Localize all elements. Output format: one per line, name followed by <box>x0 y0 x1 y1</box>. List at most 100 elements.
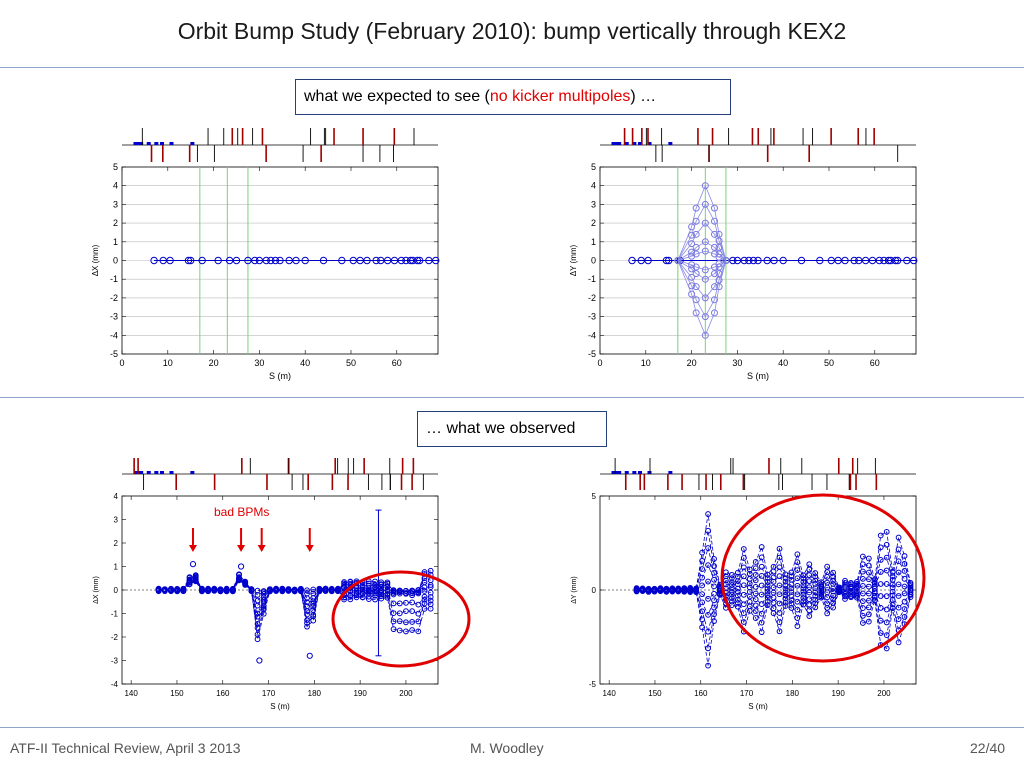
bpm-marker <box>304 617 310 624</box>
bpm-marker <box>788 593 795 599</box>
bpm-marker <box>310 586 317 593</box>
bpm-marker <box>812 600 819 607</box>
bpm-marker <box>877 605 884 611</box>
bpm-marker <box>693 585 700 592</box>
bpm-marker <box>752 559 759 565</box>
bpm-marker <box>830 569 837 576</box>
bpm-marker <box>776 610 783 616</box>
bpm-marker <box>824 610 831 617</box>
bpm-marker <box>705 578 711 585</box>
bpm-marker <box>883 528 890 535</box>
bpm-marker <box>842 577 848 584</box>
bpm-marker <box>859 590 866 597</box>
bottom-divider <box>0 727 1024 728</box>
bpm-marker <box>776 564 783 571</box>
bpm-marker <box>782 575 789 581</box>
bpm-marker <box>901 553 908 559</box>
bpm-marker <box>189 561 197 568</box>
bpm-marker <box>770 605 777 612</box>
bpm-marker <box>901 575 908 582</box>
bpm-marker <box>705 545 711 551</box>
bpm-marker <box>877 569 884 575</box>
bpm-marker <box>877 581 884 587</box>
bpm-marker <box>782 582 789 589</box>
bpm-marker <box>699 582 706 589</box>
bpm-marker <box>415 256 424 265</box>
y-tick-label: -2 <box>111 633 119 642</box>
x-tick-label: 140 <box>124 689 138 698</box>
bpm-marker <box>734 592 741 599</box>
x-tick-label: 180 <box>786 689 800 698</box>
bpm-marker <box>740 256 748 265</box>
bpm-marker <box>728 585 735 592</box>
bpm-marker <box>254 624 261 631</box>
lattice-quad <box>668 471 673 474</box>
bpm-marker <box>403 599 409 606</box>
bpm-marker <box>297 587 304 594</box>
bpm-marker <box>199 588 205 594</box>
bpm-marker <box>237 563 245 570</box>
bpm-marker <box>384 587 391 593</box>
bpm-marker <box>186 574 193 581</box>
bump-trace <box>677 222 727 261</box>
bpm-marker <box>770 256 778 265</box>
chart-observed-y: 5 0 -5 140 150 160 170 180 190 200 S (m) ΔY (mm) <box>571 458 926 711</box>
bpm-marker <box>770 599 777 606</box>
bpm-marker <box>818 579 825 586</box>
bpm-marker <box>889 584 896 591</box>
bpm-marker <box>291 586 298 593</box>
bpm-marker <box>895 581 902 588</box>
bpm-marker <box>705 628 711 635</box>
bpm-marker <box>770 594 777 601</box>
y-tick-label: 3 <box>591 199 596 209</box>
bpm-marker <box>310 600 317 607</box>
bpm-marker <box>901 613 908 620</box>
bpm-marker <box>174 588 181 595</box>
bpm-marker <box>797 256 806 265</box>
bpm-marker <box>365 596 372 602</box>
bpm-marker <box>699 549 706 556</box>
y-tick-label: -2 <box>588 293 596 303</box>
bpm-marker <box>692 270 700 278</box>
y-tick-label: -2 <box>110 293 118 303</box>
bpm-marker <box>192 575 199 581</box>
bpm-marker <box>310 607 317 613</box>
bpm-marker <box>396 627 403 634</box>
bpm-marker <box>319 256 328 265</box>
bpm-marker <box>205 587 211 594</box>
bpm-marker <box>409 608 416 615</box>
bpm-marker <box>782 589 789 596</box>
bpm-marker <box>910 256 918 265</box>
bpm-marker <box>854 591 860 598</box>
bpm-marker <box>390 610 397 616</box>
bpm-marker <box>746 570 753 577</box>
bpm-marker <box>217 588 224 595</box>
bpm-marker <box>150 256 158 265</box>
lattice-quad <box>190 142 195 145</box>
bpm-marker <box>776 628 783 635</box>
bpm-marker <box>758 591 765 598</box>
bpm-marker <box>701 200 709 208</box>
bpm-marker <box>824 563 831 570</box>
bpm-marker <box>421 593 428 600</box>
bpm-marker <box>715 270 723 278</box>
bpm-marker <box>740 582 747 589</box>
bpm-marker <box>830 588 837 595</box>
bpm-marker <box>699 599 706 606</box>
bpm-marker <box>734 573 741 580</box>
bpm-marker <box>328 586 335 593</box>
bpm-marker <box>397 256 406 265</box>
bad-bpm-arrowhead <box>257 545 266 552</box>
bpm-marker <box>710 217 718 225</box>
bpm-marker <box>740 591 747 598</box>
bpm-marker <box>254 597 261 604</box>
bpm-marker <box>877 593 884 599</box>
bpm-marker <box>782 585 789 592</box>
bpm-marker <box>674 257 682 264</box>
observed-caption-text: … what we observed <box>426 420 576 437</box>
bpm-marker <box>415 628 422 635</box>
bpm-marker <box>859 561 866 568</box>
lattice-quad <box>632 471 637 474</box>
bpm-marker <box>192 573 199 580</box>
